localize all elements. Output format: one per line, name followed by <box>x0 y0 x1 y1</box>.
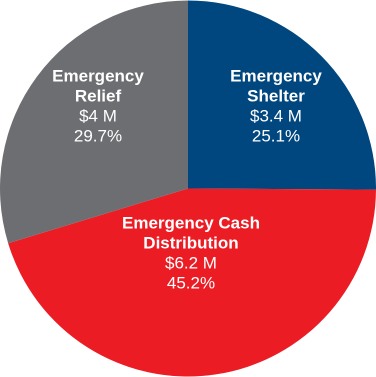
slice-0-name-line-1: Shelter <box>247 86 305 105</box>
pie-slice-1 <box>8 188 376 377</box>
pie-slice-0 <box>188 0 376 190</box>
slice-2-amount: $4 M <box>79 106 117 125</box>
slice-1-name-line-0: Emergency Cash <box>122 213 260 232</box>
slice-2-percent: 29.7% <box>74 126 122 145</box>
slice-1-amount: $6.2 M <box>165 253 217 272</box>
slice-0-percent: 25.1% <box>252 126 300 145</box>
pie-slice-2 <box>0 0 188 244</box>
slice-2-name-line-0: Emergency <box>52 66 144 85</box>
slice-0-name-line-0: Emergency <box>230 66 322 85</box>
slice-0-amount: $3.4 M <box>250 106 302 125</box>
slice-1-percent: 45.2% <box>167 273 215 292</box>
slice-1-name-line-1: Distribution <box>143 233 238 252</box>
slice-2-name-line-1: Relief <box>75 86 122 105</box>
